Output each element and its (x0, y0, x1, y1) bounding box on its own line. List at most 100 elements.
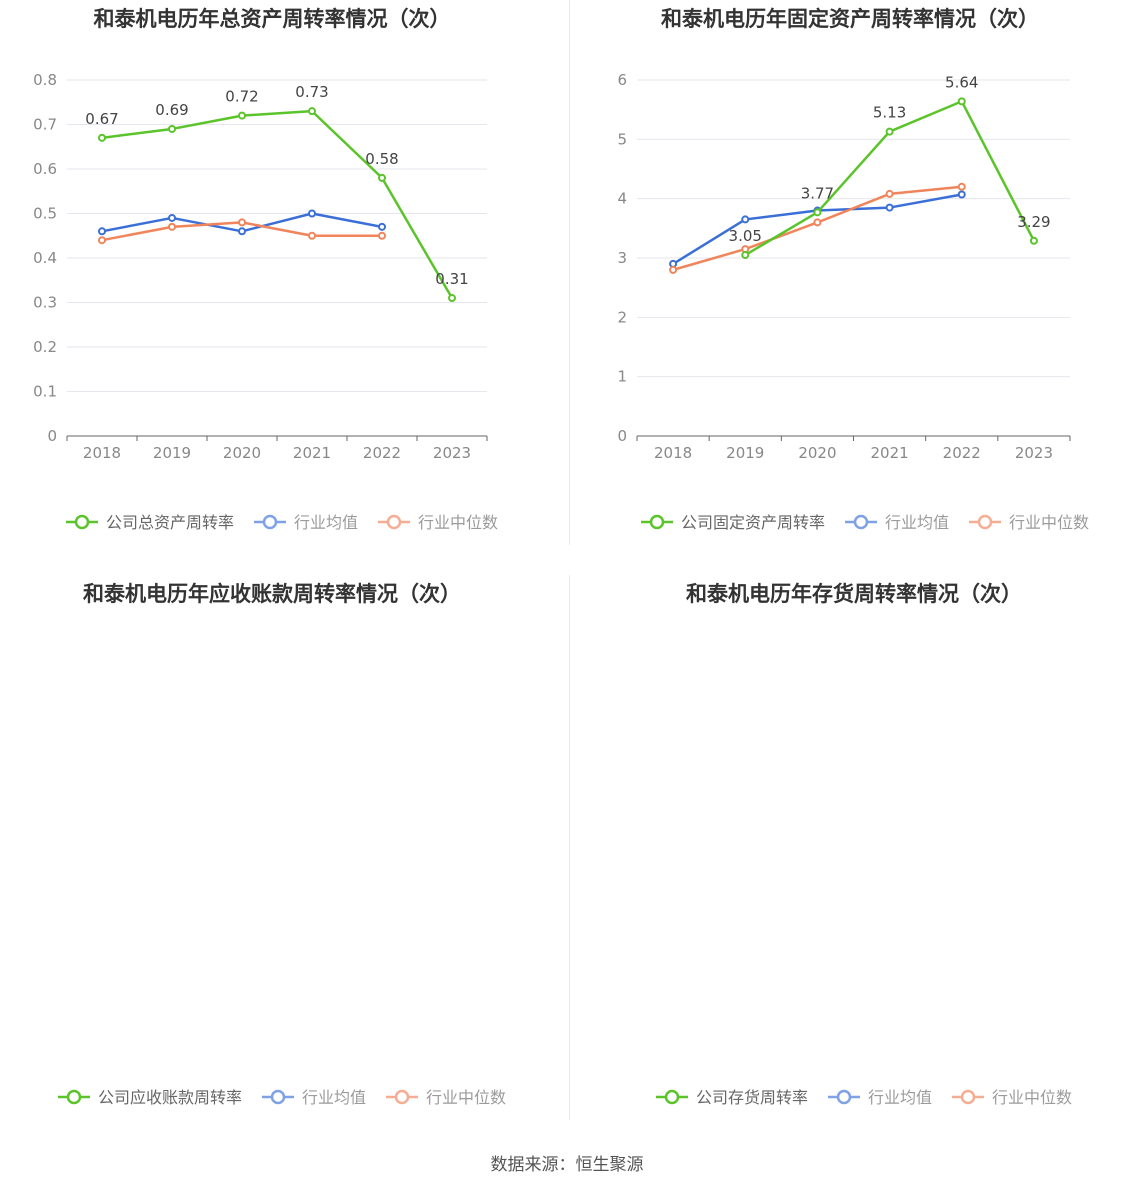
data-point-industry_avg (308, 209, 316, 218)
data-label: 0.69 (155, 101, 188, 119)
data-label: 0.31 (435, 270, 468, 288)
legend-item-industry_median: 行业中位数 (952, 1088, 1072, 1107)
series-line-company (101, 109, 454, 299)
chart-title: 和泰机电历年固定资产周转率情况（次） (661, 7, 1039, 31)
x-tick-label: 2023 (1015, 444, 1053, 462)
data-point-industry_avg (238, 227, 246, 236)
data-label: 3.05 (729, 227, 762, 245)
data-point-company (1029, 236, 1038, 245)
legend-marker-icon (386, 514, 402, 530)
chart-fixed-asset-turnover-svg: 和泰机电历年固定资产周转率情况（次） 0 1 2 3 4 5 6 2018 2019 2020 202… (617, 7, 1089, 532)
legend-item-industry_avg: 行业均值 (845, 513, 949, 532)
vertical-divider-top (569, 0, 570, 545)
legend-label: 行业均值 (294, 513, 358, 532)
series-line-industry_avg (672, 193, 962, 265)
data-point-industry_median (669, 265, 678, 274)
chart-receivables-turnover: 和泰机电历年应收账款周转率情况（次）0204060801001201402018… (0, 575, 567, 1135)
x-tick-label: 2022 (943, 444, 981, 462)
data-point-industry_median (957, 182, 966, 191)
legend-item-company: 公司存货周转率 (656, 1088, 808, 1107)
legend-label: 行业中位数 (418, 513, 498, 532)
x-tick-label: 2021 (293, 444, 331, 462)
chart-title: 和泰机电历年存货周转率情况（次） (686, 582, 1022, 606)
legend-label: 公司总资产周转率 (106, 513, 234, 532)
data-label: 0.72 (225, 88, 258, 106)
data-point-company (741, 251, 750, 260)
chart-total-asset-turnover: 和泰机电历年总资产周转率情况（次） 0 0.1 0.2 0.3 0.4 0.5 0.6 0.7 0… (0, 0, 567, 560)
legend-marker-icon (394, 1089, 410, 1105)
x-tick-label: 2019 (153, 444, 191, 462)
legend-marker-icon (960, 1089, 976, 1105)
chart-title: 和泰机电历年应收账款周转率情况（次） (83, 582, 461, 606)
legend-label: 行业中位数 (1009, 513, 1089, 532)
legend-item-company: 公司应收账款周转率 (58, 1088, 242, 1107)
x-tick-label: 2021 (870, 444, 908, 462)
data-point-company (448, 294, 456, 303)
data-source-footer: 数据来源：恒生聚源 (490, 1155, 644, 1175)
x-tick-label: 2020 (798, 444, 836, 462)
data-label: 3.29 (1017, 213, 1050, 231)
legend-item-company: 公司固定资产周转率 (641, 513, 825, 532)
y-tick-label: 4 (617, 190, 627, 208)
data-point-industry_avg (741, 215, 750, 224)
legend-label: 行业中位数 (426, 1088, 506, 1107)
y-tick-label: 0.3 (33, 294, 57, 312)
y-tick-label: 5 (617, 130, 627, 148)
legend-marker-icon (977, 514, 993, 530)
chart-inventory-turnover-svg: 和泰机电历年存货周转率情况（次）00.511.522.5320182019202… (656, 582, 1072, 1107)
legend-item-industry_median: 行业中位数 (969, 513, 1089, 532)
data-point-industry_median (168, 222, 176, 231)
data-point-industry_median (238, 218, 246, 227)
data-point-industry_median (885, 189, 894, 198)
y-tick-label: 1 (617, 368, 627, 386)
data-label: 5.13 (873, 104, 906, 122)
legend-marker-icon (664, 1089, 680, 1105)
data-label: 3.77 (801, 184, 834, 202)
y-tick-label: 0.1 (33, 383, 57, 401)
data-point-company (813, 208, 822, 217)
legend-item-industry_avg: 行业均值 (254, 513, 358, 532)
chart-fixed-asset-turnover: 和泰机电历年固定资产周转率情况（次） 0 1 2 3 4 5 6 2018 2019 2020 202… (567, 0, 1134, 560)
data-point-company (957, 97, 966, 106)
legend-item-industry_avg: 行业均值 (262, 1088, 366, 1107)
chart-inventory-turnover: 和泰机电历年存货周转率情况（次）00.511.522.5320182019202… (567, 575, 1134, 1135)
x-tick-label: 2018 (83, 444, 121, 462)
y-tick-label: 0.2 (33, 338, 57, 356)
data-label: 0.67 (85, 110, 118, 128)
legend-label: 行业均值 (302, 1088, 366, 1107)
legend-item-industry_median: 行业中位数 (386, 1088, 506, 1107)
x-tick-label: 2019 (726, 444, 764, 462)
x-tick-label: 2020 (223, 444, 261, 462)
legend-label: 行业均值 (885, 513, 949, 532)
legend-marker-icon (649, 514, 665, 530)
legend-item-industry_avg: 行业均值 (828, 1088, 932, 1107)
data-point-industry_avg (98, 227, 106, 236)
legend-label: 公司存货周转率 (696, 1088, 808, 1107)
data-point-company (238, 111, 246, 120)
data-label: 0.58 (365, 150, 398, 168)
chart-total-asset-turnover-svg: 和泰机电历年总资产周转率情况（次） 0 0.1 0.2 0.3 0.4 0.5 0.6 0.7 0… (33, 7, 498, 532)
data-point-industry_median (813, 218, 822, 227)
legend-marker-icon (74, 514, 90, 530)
y-tick-label: 0 (47, 427, 57, 445)
data-point-industry_median (308, 231, 316, 240)
legend-marker-icon (853, 514, 869, 530)
y-tick-label: 0.4 (33, 249, 57, 267)
data-point-industry_avg (885, 203, 894, 212)
y-tick-label: 0.7 (33, 116, 57, 134)
legend-marker-icon (262, 514, 278, 530)
y-tick-label: 2 (617, 308, 627, 326)
x-tick-label: 2023 (433, 444, 471, 462)
data-point-company (168, 124, 176, 133)
x-tick-label: 2018 (654, 444, 692, 462)
data-point-company (308, 107, 316, 116)
y-tick-label: 6 (617, 71, 627, 89)
data-point-company (98, 133, 106, 142)
data-point-industry_avg (168, 213, 176, 222)
legend-item-industry_median: 行业中位数 (378, 513, 498, 532)
y-tick-label: 0 (617, 427, 627, 445)
legend-label: 行业均值 (868, 1088, 932, 1107)
data-point-industry_avg (378, 222, 386, 231)
legend-marker-icon (836, 1089, 852, 1105)
data-point-industry_median (98, 236, 106, 245)
